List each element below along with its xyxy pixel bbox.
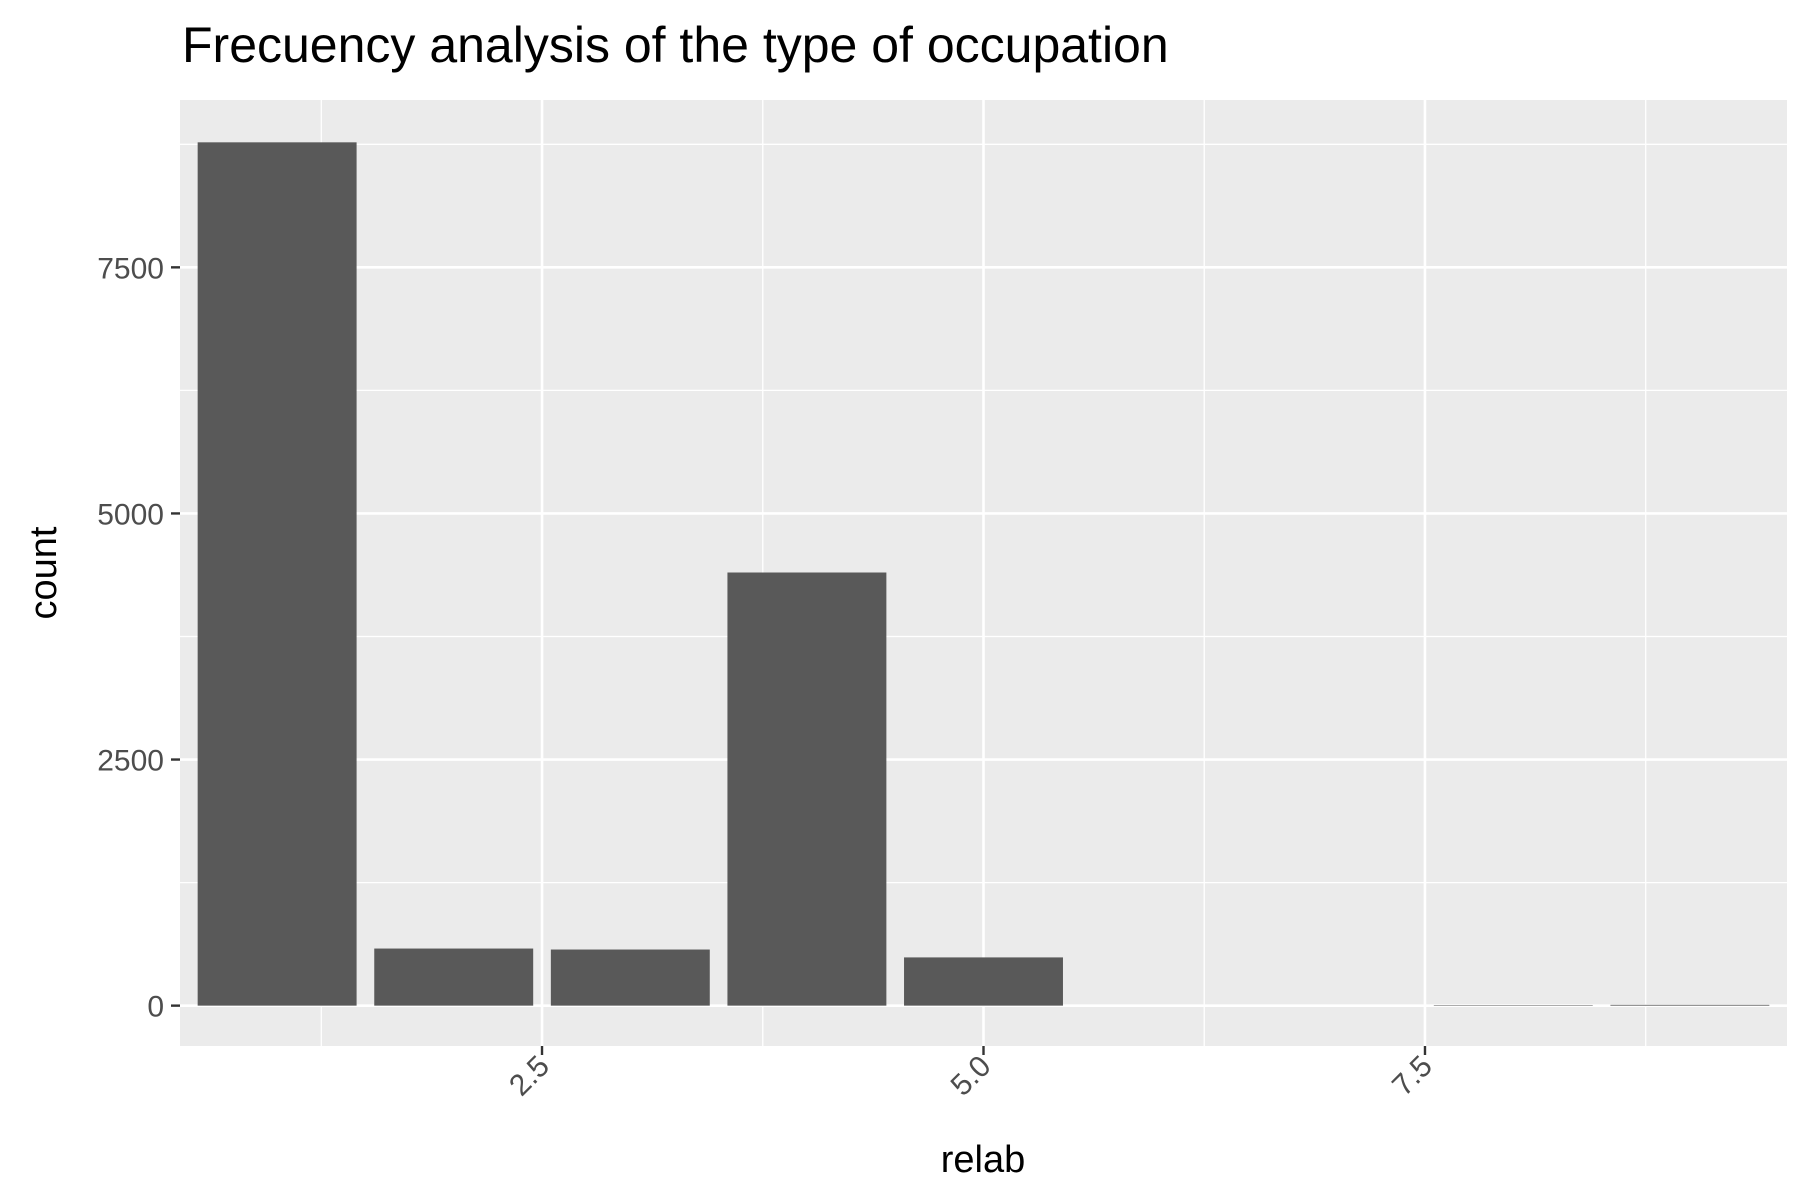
y-tick-label: 2500 bbox=[97, 745, 164, 778]
x-axis-title: relab bbox=[941, 1139, 1026, 1181]
chart-title: Frecuency analysis of the type of occupa… bbox=[182, 17, 1169, 73]
y-tick-label: 0 bbox=[147, 991, 164, 1024]
bar-relab-2 bbox=[374, 948, 534, 1006]
x-tick-label: 7.5 bbox=[1386, 1050, 1439, 1103]
bar-relab-1 bbox=[197, 142, 357, 1006]
bar-relab-5 bbox=[904, 957, 1063, 1006]
bar-relab-3 bbox=[550, 949, 710, 1006]
x-tick-label: 5.0 bbox=[945, 1050, 998, 1103]
bar-relab-9 bbox=[1610, 1004, 1770, 1006]
y-axis: 0 2500 5000 7500 bbox=[97, 252, 180, 1024]
x-tick-label: 2.5 bbox=[503, 1050, 556, 1103]
y-axis-title: count bbox=[23, 526, 65, 619]
y-tick-label: 5000 bbox=[97, 498, 164, 531]
y-tick-label: 7500 bbox=[97, 252, 164, 285]
bars bbox=[197, 142, 1770, 1006]
bar-relab-4 bbox=[727, 572, 887, 1006]
x-axis: 2.5 5.0 7.5 bbox=[503, 1046, 1439, 1102]
